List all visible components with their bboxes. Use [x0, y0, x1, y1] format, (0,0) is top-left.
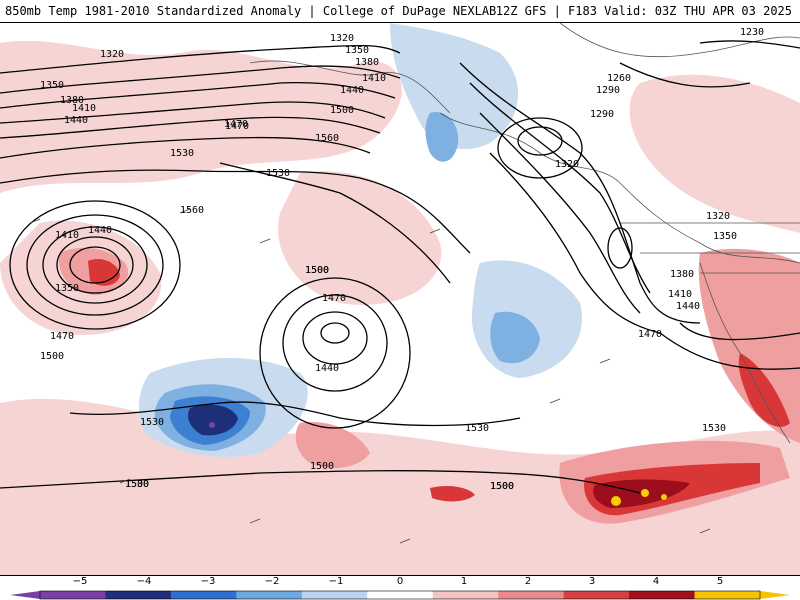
colorbar-segment	[40, 591, 106, 599]
warm-anomaly-region	[278, 171, 442, 305]
colorbar-arrow-left	[10, 591, 40, 599]
contour-label: 1560	[315, 133, 339, 144]
contour-label: 1500	[330, 105, 354, 116]
warm-anomaly-region	[0, 40, 402, 194]
cold-anomaly-region	[390, 23, 519, 150]
contour-label: 1320	[100, 49, 124, 60]
colorbar-bar	[10, 590, 790, 600]
colorbar-segment	[170, 591, 237, 599]
contour-label: 1320	[330, 33, 354, 44]
contour-label: 1440	[315, 363, 339, 374]
contour-label: 1380	[670, 269, 694, 280]
contour-label: 1500	[125, 479, 149, 490]
contour-label: 1530	[170, 148, 194, 159]
contour-label: 1500	[305, 265, 329, 276]
cold-anomaly-region	[490, 311, 540, 364]
colorbar-segment	[105, 591, 172, 599]
contour-label: 1350	[40, 80, 64, 91]
colorbar-segment	[563, 591, 630, 599]
contour-label-group: 1320 1320 1350 1380 1410 1440 1470 1500 …	[40, 27, 764, 492]
colorbar-tick-label: 5	[716, 576, 724, 587]
contour-label: 1350	[55, 283, 79, 294]
contour-label: 1470	[225, 121, 249, 132]
contour-label: 1530	[266, 168, 290, 179]
warm-anomaly-region	[738, 353, 790, 427]
extreme-warm-spot	[641, 489, 649, 497]
colorbar-tick-label: −4	[136, 576, 152, 587]
contour-label: 1470	[638, 329, 662, 340]
colorbar-tick-label: 1	[460, 576, 468, 587]
colorbar-tick-label: −3	[200, 576, 216, 587]
contour-label: 1500	[305, 265, 329, 276]
contour-label: 1440	[64, 115, 88, 126]
contour-label: 1320	[706, 211, 730, 222]
colorbar-segment	[301, 591, 368, 599]
colorbar-legend: −5 −4 −3 −2 −1 0 1 2 3 4 5	[0, 576, 800, 600]
model-run-info: 12Z GFS | F183 Valid: 03Z THU APR 03 202…	[495, 4, 792, 18]
contour-label: 1440	[676, 301, 700, 312]
contour-label: 1380	[60, 95, 84, 106]
contour-label: 1410	[55, 230, 79, 241]
colorbar-tick-label: 2	[524, 576, 532, 587]
contour-label: 1470	[224, 119, 248, 130]
colorbar-arrow-right	[760, 591, 790, 599]
contour-label: 1320	[555, 159, 579, 170]
extreme-warm-spot	[611, 496, 621, 506]
contour-label: 1530	[702, 423, 726, 434]
warm-anomaly-region	[629, 74, 800, 233]
colorbar-tick-label: 3	[588, 576, 596, 587]
contour-label: 1560	[180, 205, 204, 216]
warm-anomaly-region	[295, 422, 370, 469]
contour-label: 1470	[50, 331, 74, 342]
colorbar-segment	[629, 591, 696, 599]
contour-label: 1500	[310, 461, 334, 472]
extreme-cold-spot	[209, 422, 215, 428]
colorbar-tick-label: −2	[264, 576, 280, 587]
anomaly-map: 1320 1320 1350 1380 1410 1440 1470 1500 …	[0, 22, 800, 576]
cold-anomaly-region	[188, 404, 238, 436]
contour-label: 1530	[140, 417, 164, 428]
contour-label: 1350	[345, 45, 369, 56]
colorbar-segment	[694, 591, 761, 599]
contour-label: 1440	[340, 85, 364, 96]
contour-label: 1500	[490, 481, 514, 492]
contour-label: 1410	[668, 289, 692, 300]
contour-label: 1230	[740, 27, 764, 38]
colorbar-segment	[432, 591, 499, 599]
contour-label: 1260	[607, 73, 631, 84]
anomaly-shading	[0, 23, 800, 575]
colorbar-segment	[498, 591, 565, 599]
map-header: 850mb Temp 1981-2010 Standardized Anomal…	[0, 0, 800, 22]
extreme-warm-spot	[661, 494, 667, 500]
contour-label: 1410	[72, 103, 96, 114]
contour-label: 1440	[88, 225, 112, 236]
contour-label: 1500	[490, 481, 514, 492]
contour-label: 1290	[590, 109, 614, 120]
colorbar-segment	[367, 591, 434, 599]
colorbar-tick-label: 4	[652, 576, 660, 587]
warm-anomaly-region	[430, 485, 475, 502]
cold-anomaly-region	[425, 112, 459, 162]
contour-label: 1380	[355, 57, 379, 68]
colorbar-outline	[39, 590, 761, 600]
wind-barbs	[29, 208, 711, 544]
contour-label: 1500	[40, 351, 64, 362]
contour-label: 1290	[596, 85, 620, 96]
contour-label: 1470	[322, 293, 346, 304]
map-title: 850mb Temp 1981-2010 Standardized Anomal…	[5, 4, 497, 18]
contour-label: 1530	[125, 479, 149, 490]
coastlines	[249, 23, 800, 444]
contour-label: 1350	[713, 231, 737, 242]
colorbar-tick-label: −5	[72, 576, 88, 587]
height-contours	[0, 40, 800, 494]
warm-anomaly-region	[88, 258, 120, 286]
colorbar-tick-label: −1	[328, 576, 344, 587]
contour-label: 1410	[362, 73, 386, 84]
colorbar-ticks: −5 −4 −3 −2 −1 0 1 2 3 4 5	[0, 576, 800, 588]
contour-label: 1530	[465, 423, 489, 434]
colorbar-tick-label: 0	[396, 576, 404, 587]
colorbar-segment	[236, 591, 303, 599]
map-svg: 1320 1320 1350 1380 1410 1440 1470 1500 …	[0, 23, 800, 575]
